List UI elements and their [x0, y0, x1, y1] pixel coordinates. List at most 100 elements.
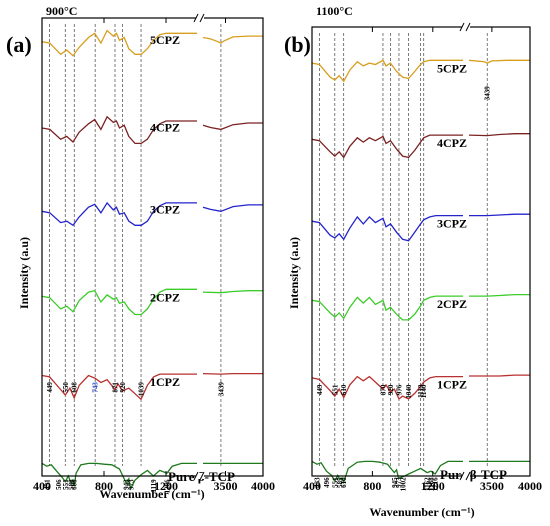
- peak-annotation: 1002: [399, 477, 407, 492]
- panel-b-curves: [311, 59, 530, 485]
- axis-break-mark: [465, 471, 471, 481]
- series-curve-3-left: [311, 214, 463, 242]
- peak-annotation: 976: [396, 384, 404, 395]
- series-curve-5-left: [311, 375, 463, 400]
- series-curve-1-left: [311, 59, 463, 83]
- x-tick-label: 400: [33, 479, 51, 493]
- series-label: 1CPZ: [437, 378, 467, 392]
- peak-annotation: 1119: [417, 384, 425, 398]
- peak-annotation: 973: [395, 477, 403, 488]
- peak-annotation: 870: [380, 384, 388, 395]
- series-curve-2-right: [468, 133, 530, 137]
- series-curve-5-left: [41, 373, 197, 401]
- x-tick-label: 4000: [251, 479, 275, 493]
- panel-a-reference-lines: [49, 24, 222, 466]
- series-curve-2-right: [202, 122, 263, 131]
- x-tick-label: 400: [303, 479, 321, 493]
- x-tick-label: 3500: [480, 479, 504, 493]
- series-label: 4CPZ: [437, 136, 467, 150]
- peak-annotation: 588: [68, 479, 76, 490]
- series-curve-2-left: [41, 115, 197, 145]
- series-label: Pure β-TCP: [440, 467, 507, 482]
- series-curve-1-left: [41, 29, 197, 57]
- panel-a-title: 900°C: [46, 4, 77, 18]
- peak-annotation: 608: [71, 479, 79, 490]
- peak-annotation: 920: [119, 382, 127, 393]
- series-curve-3-right: [202, 204, 263, 212]
- panel-a-letter: (a): [6, 32, 32, 57]
- axis-break-mark: [459, 22, 465, 32]
- series-curve-4-right: [469, 293, 530, 297]
- panel-a-curves: [41, 29, 263, 491]
- peak-annotation: 449: [316, 384, 324, 395]
- x-tick-label: 800: [95, 479, 113, 493]
- peak-annotation: 551: [331, 477, 339, 488]
- peak-annotation: 1162: [424, 477, 432, 491]
- x-tick-label: 4000: [518, 479, 542, 493]
- plot-frame: [311, 26, 531, 477]
- panel-b-ticks: 400 800 1200 3500 4000: [303, 27, 542, 493]
- series-label: 5CPZ: [150, 33, 180, 47]
- series-curve-1-right: [468, 59, 530, 64]
- series-label: 4CPZ: [150, 121, 180, 135]
- peak-annotation: 1039: [138, 382, 146, 397]
- x-tick-label: 1200: [421, 479, 445, 493]
- series-curve-6-left: [311, 460, 463, 485]
- x-tick-label: 800: [363, 479, 381, 493]
- panel-b-y-axis-label: Intensity (a.u): [287, 237, 301, 309]
- peak-annotation: 433: [314, 477, 322, 488]
- peak-annotation: 743: [92, 382, 100, 393]
- series-label: 1CPZ: [150, 375, 180, 389]
- panel-b-1100c: (b) 1100°C Intensity (a.u) Wavenumber (c…: [284, 4, 542, 519]
- series-curve-3-right: [469, 213, 530, 217]
- series-label: 2CPZ: [150, 290, 180, 304]
- peak-annotation: 449: [46, 382, 54, 393]
- panel-b-title: 1100°C: [316, 4, 353, 18]
- series-curve-3-left: [41, 201, 197, 227]
- peak-annotation: 1216: [432, 477, 440, 492]
- axis-break-mark: [459, 471, 465, 481]
- panel-a-ticks: 400 800 1200 3500 4000: [33, 18, 275, 493]
- panel-b-series-labels: 5CPZ 4CPZ 3CPZ 2CPZ 1CPZ Pure β-TCP: [437, 61, 507, 482]
- peak-annotation: 973: [127, 479, 135, 490]
- peak-annotation: 551: [331, 384, 339, 395]
- peak-annotation: 920: [387, 384, 395, 395]
- series-curve-1-right: [202, 35, 263, 44]
- series-curve-4-left: [41, 288, 197, 316]
- panel-a-900c: (a) 900°C Intensity (a.u) Wavenumber (cm…: [6, 4, 275, 501]
- peak-annotation: 1040: [405, 384, 413, 399]
- axis-break-gap: [462, 473, 470, 479]
- series-label: 5CPZ: [437, 61, 467, 75]
- peak-annotation: 550: [62, 382, 70, 393]
- peak-annotation: 496: [323, 477, 331, 488]
- peak-annotation: 945: [391, 477, 399, 488]
- peak-annotation: 871: [112, 382, 120, 393]
- peak-annotation: 610: [340, 477, 348, 488]
- panel-b-x-axis-label: Wavenumber (cm⁻¹): [369, 505, 474, 519]
- series-curve-4-right: [202, 290, 263, 294]
- axis-break-gap: [196, 15, 204, 21]
- series-curve-2-left: [311, 134, 463, 159]
- series-label: 3CPZ: [150, 203, 180, 217]
- peak-annotation: 585: [336, 477, 344, 488]
- axis-break-mark: [199, 13, 205, 23]
- peak-annotation: 431: [43, 479, 51, 490]
- axis-break-mark: [199, 471, 205, 481]
- peak-annotation: 1206: [163, 479, 171, 494]
- panel-a-y-axis-label: Intensity (a.u): [17, 237, 31, 309]
- peak-annotation: 551: [62, 479, 70, 490]
- peak-annotation: 608: [71, 382, 79, 393]
- series-curve-5-right: [469, 374, 530, 377]
- x-tick-label: 1200: [154, 479, 178, 493]
- series-curve-6-left: [41, 462, 197, 491]
- panel-b-reference-lines: [319, 33, 488, 466]
- peak-annotation: 610: [340, 384, 348, 395]
- peak-annotation: 1188: [428, 477, 436, 491]
- series-curve-4-left: [311, 295, 463, 321]
- series-label: 3CPZ: [437, 217, 467, 231]
- panel-b-letter: (b): [284, 32, 311, 57]
- peak-annotation: 1119: [150, 479, 158, 493]
